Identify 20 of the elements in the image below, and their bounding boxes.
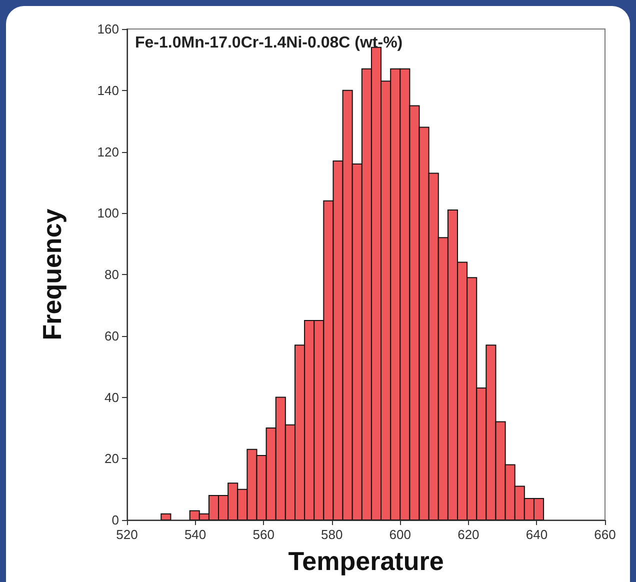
x-tick-label: 560	[252, 527, 274, 542]
x-tick-label: 620	[458, 527, 480, 542]
y-tick-label: 60	[104, 328, 119, 344]
y-tick-label: 120	[97, 144, 119, 160]
x-tick-label: 660	[594, 527, 616, 542]
x-tick-label: 640	[526, 527, 548, 542]
y-tick-label: 20	[104, 451, 119, 466]
y-tick-label: 100	[97, 206, 119, 221]
y-axis-title: Frequency	[37, 208, 67, 340]
x-tick-label: 520	[116, 527, 138, 542]
y-tick-label: 160	[97, 22, 119, 36]
y-tick-label: 140	[97, 82, 119, 98]
chart-title: Fe-1.0Mn-17.0Cr-1.4Ni-0.08C (wt-%)	[135, 34, 403, 52]
x-tick-label: 600	[389, 527, 411, 542]
x-axis-title: Temperature	[288, 546, 444, 576]
x-tick-label: 580	[321, 527, 343, 542]
x-tick-label: 540	[184, 527, 206, 542]
y-tick-label: 40	[104, 390, 119, 405]
y-tick-label: 80	[104, 267, 119, 282]
y-tick-label: 0	[112, 512, 119, 528]
